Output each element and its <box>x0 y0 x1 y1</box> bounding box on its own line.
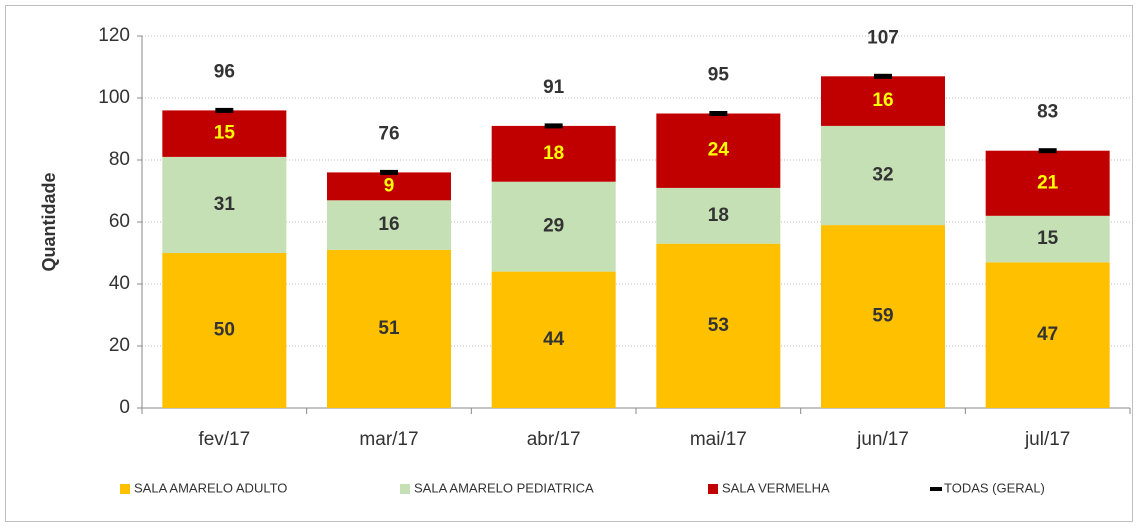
y-tick-label: 120 <box>98 25 130 46</box>
total-marker <box>1038 148 1057 154</box>
bar-segment <box>656 243 781 408</box>
x-tick-label: mai/17 <box>690 429 747 450</box>
x-tick-label: mar/17 <box>359 429 418 450</box>
total-marker <box>709 111 728 116</box>
y-tick-label: 0 <box>119 397 130 418</box>
legend-swatch <box>120 484 130 494</box>
total-label: 107 <box>867 27 899 48</box>
total-marker <box>380 169 398 175</box>
total-label: 95 <box>708 65 730 86</box>
data-label: 59 <box>872 306 893 327</box>
bar-segment <box>656 113 781 188</box>
bar-segment <box>327 172 451 201</box>
bar-segment <box>985 215 1110 263</box>
legend-swatch <box>930 487 942 491</box>
data-label: 53 <box>708 315 729 336</box>
legend-label: SALA AMARELO ADULTO <box>134 480 287 495</box>
data-label: 16 <box>378 214 399 235</box>
data-label: 24 <box>708 140 730 161</box>
total-label: 96 <box>214 61 235 82</box>
data-label: 44 <box>543 329 565 350</box>
data-label: 15 <box>1037 228 1059 249</box>
data-label: 47 <box>1037 324 1058 345</box>
data-label: 18 <box>543 143 564 164</box>
legend-label: SALA VERMELHA <box>722 480 830 495</box>
data-label: 29 <box>543 216 564 237</box>
x-tick-label: fev/17 <box>198 429 250 450</box>
total-label: 91 <box>543 77 565 98</box>
bar-segment <box>491 181 616 272</box>
y-axis-title: Quantidade <box>39 172 59 271</box>
legend-label: SALA AMARELO PEDIATRICA <box>414 480 594 495</box>
y-tick-label: 60 <box>109 211 130 232</box>
y-tick-label: 80 <box>109 149 130 170</box>
y-tick-label: 40 <box>109 273 130 294</box>
bar-segment <box>985 150 1110 216</box>
data-label: 32 <box>872 165 893 186</box>
data-label: 21 <box>1037 172 1059 193</box>
bar-segment <box>327 200 451 250</box>
y-tick-label: 100 <box>98 87 130 108</box>
x-tick-label: abr/17 <box>527 429 581 450</box>
data-label: 15 <box>214 123 236 144</box>
bar-segment <box>162 110 287 157</box>
x-tick-label: jul/17 <box>1024 429 1070 450</box>
bar-segment <box>162 253 287 408</box>
data-label: 18 <box>708 205 729 226</box>
bar-segment <box>821 125 945 226</box>
total-marker <box>544 123 563 129</box>
bar-segment <box>985 262 1110 408</box>
bar-segment <box>162 156 287 253</box>
bar-segment <box>821 76 945 126</box>
total-marker <box>215 107 234 113</box>
total-label: 83 <box>1037 102 1058 123</box>
legend-swatch <box>708 484 718 494</box>
x-tick-label: jun/17 <box>856 429 909 450</box>
data-label: 51 <box>378 318 400 339</box>
data-label: 16 <box>872 90 893 111</box>
bar-segment <box>491 125 616 182</box>
bar-segment <box>491 271 616 408</box>
data-label: 50 <box>214 320 235 341</box>
legend-label: TODAS (GERAL) <box>944 480 1045 495</box>
bar-segment <box>656 187 781 244</box>
data-label: 9 <box>384 175 395 196</box>
total-label: 76 <box>378 123 399 144</box>
legend-swatch <box>400 484 410 494</box>
total-marker <box>874 73 892 79</box>
bar-segment <box>821 225 945 408</box>
data-label: 31 <box>214 194 236 215</box>
y-tick-label: 20 <box>109 335 130 356</box>
bar-segment <box>327 249 451 408</box>
